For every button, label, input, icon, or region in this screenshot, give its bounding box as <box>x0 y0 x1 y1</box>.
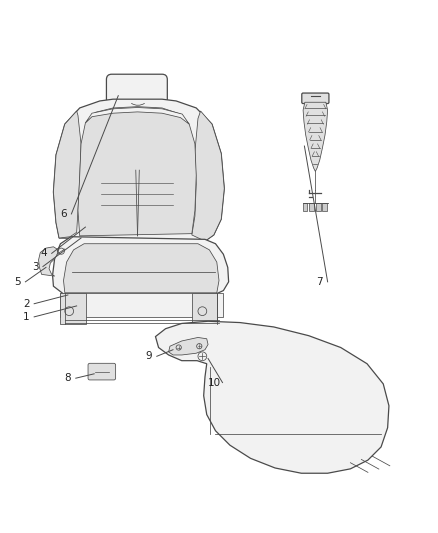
FancyBboxPatch shape <box>303 203 307 211</box>
FancyBboxPatch shape <box>106 74 167 108</box>
FancyBboxPatch shape <box>309 203 314 211</box>
FancyBboxPatch shape <box>322 203 327 211</box>
FancyBboxPatch shape <box>316 203 321 211</box>
Text: 6: 6 <box>60 209 67 219</box>
Polygon shape <box>85 108 189 124</box>
Polygon shape <box>169 337 208 355</box>
Text: 3: 3 <box>32 262 39 271</box>
FancyBboxPatch shape <box>302 93 329 103</box>
Polygon shape <box>60 293 223 317</box>
Text: 9: 9 <box>145 351 152 361</box>
Text: 8: 8 <box>64 373 71 383</box>
Text: 10: 10 <box>208 377 221 387</box>
Text: 2: 2 <box>23 298 30 309</box>
FancyBboxPatch shape <box>88 364 116 380</box>
FancyBboxPatch shape <box>192 293 217 324</box>
Polygon shape <box>155 321 389 473</box>
Polygon shape <box>78 107 196 236</box>
Polygon shape <box>192 111 224 241</box>
Polygon shape <box>64 244 219 293</box>
Text: 4: 4 <box>40 248 47 259</box>
Polygon shape <box>53 111 81 238</box>
FancyBboxPatch shape <box>60 293 86 324</box>
Polygon shape <box>303 102 328 172</box>
Polygon shape <box>53 99 224 241</box>
Text: 1: 1 <box>23 312 30 322</box>
Polygon shape <box>39 247 58 276</box>
Polygon shape <box>53 237 229 295</box>
Text: 7: 7 <box>316 277 323 287</box>
Text: 5: 5 <box>14 277 21 287</box>
